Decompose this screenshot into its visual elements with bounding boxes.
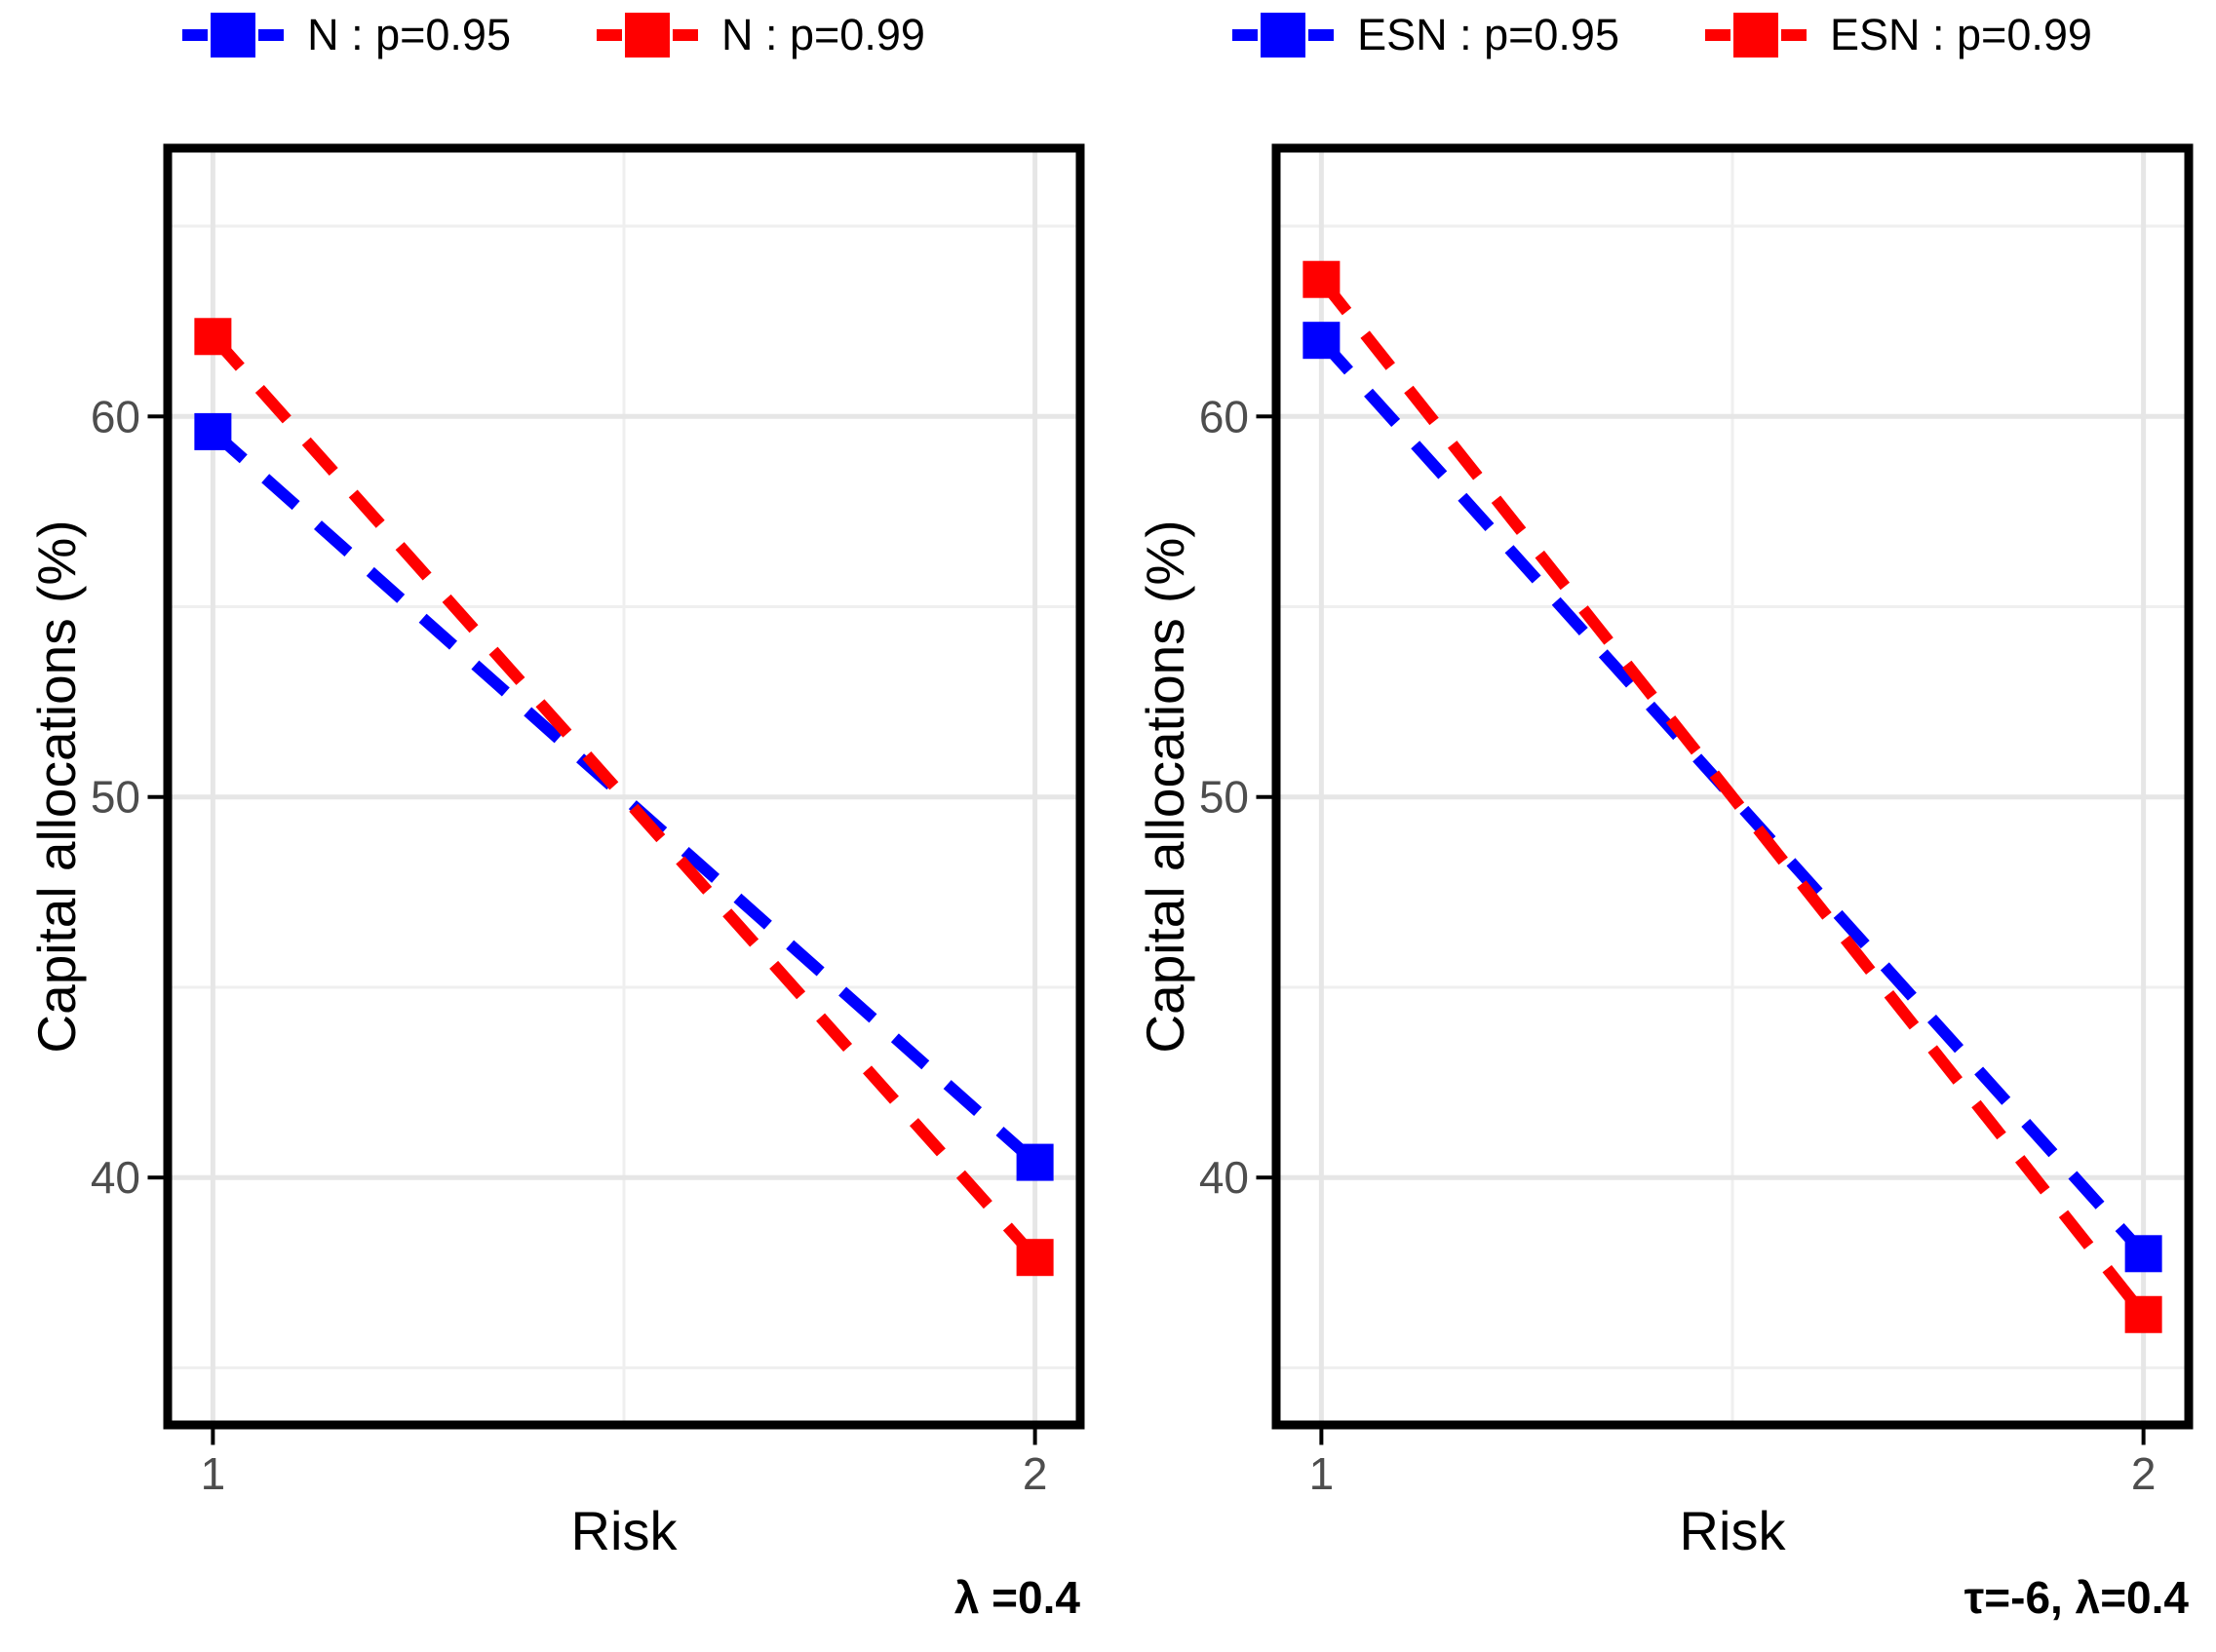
y-axis-title: Capital allocations (%) [26, 519, 87, 1054]
data-point-marker [2124, 1235, 2162, 1273]
data-point-marker [194, 412, 232, 450]
panel-right: ESN : p=0.95 ESN : p=0.99 40 50 60 1 2 Capita… [1108, 0, 2216, 1652]
legend-key-square [1261, 13, 1306, 58]
y-tick-label: 60 [1199, 391, 1249, 442]
legend-item: ESN : p=0.95 [1232, 10, 1619, 60]
x-axis-title: Risk [1679, 1500, 1786, 1561]
legend-key-icon [1705, 13, 1807, 58]
legend-right: ESN : p=0.95 ESN : p=0.99 [1108, 0, 2216, 70]
x-tick-label: 2 [2131, 1448, 2157, 1499]
legend-key-square [211, 13, 256, 58]
data-point-marker [1302, 322, 1341, 360]
y-tick-label: 50 [91, 772, 140, 823]
x-axis-title: Risk [570, 1500, 678, 1561]
caption-tau-lambda: τ=-6, λ=0.4 [1963, 1572, 2189, 1623]
legend-key-icon [182, 13, 285, 58]
x-tick-label: 1 [1309, 1448, 1335, 1499]
y-tick-label: 50 [1199, 772, 1249, 823]
chart-right: 40 50 60 1 2 [1199, 143, 2194, 1499]
y-tick-label: 60 [91, 391, 140, 442]
legend-label: ESN : p=0.95 [1357, 10, 1619, 59]
legend-key-square [625, 13, 670, 58]
data-point-marker [1016, 1239, 1054, 1277]
legend-item: N : p=0.95 [182, 10, 511, 60]
legend-label: N : p=0.99 [721, 10, 925, 59]
legend-key-icon [1232, 13, 1335, 58]
legend-left: N : p=0.95 N : p=0.99 [0, 0, 1108, 70]
panel-border [1271, 143, 2194, 1430]
chart-left: 40 50 60 1 2 [91, 143, 1085, 1499]
legend-item: N : p=0.99 [597, 10, 925, 60]
series-line [209, 427, 1039, 1168]
x-tick-label: 2 [1023, 1448, 1048, 1499]
series-line [1316, 275, 2149, 1319]
panel-left: N : p=0.95 N : p=0.99 40 50 60 1 2 Capital al… [0, 0, 1108, 1623]
data-point-marker [1302, 260, 1341, 298]
legend-item: ESN : p=0.99 [1705, 10, 2092, 60]
x-tick-label: 1 [201, 1448, 226, 1499]
y-tick-label: 40 [91, 1152, 140, 1203]
legend-label: N : p=0.95 [307, 10, 511, 59]
legend-key-icon [597, 13, 698, 58]
legend-label: ESN : p=0.99 [1830, 10, 2092, 59]
y-axis-title: Capital allocations (%) [1135, 519, 1195, 1054]
data-point-marker [194, 318, 232, 356]
y-tick-label: 40 [1199, 1152, 1249, 1203]
data-point-marker [1016, 1143, 1054, 1181]
legend-key-square [1733, 13, 1778, 58]
caption-lambda: λ =0.4 [953, 1572, 1080, 1623]
panel-border [163, 143, 1085, 1430]
data-point-marker [2124, 1295, 2162, 1333]
